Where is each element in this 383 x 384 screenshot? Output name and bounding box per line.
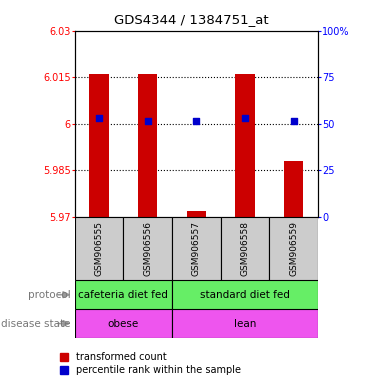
FancyBboxPatch shape	[269, 217, 318, 280]
Text: cafeteria diet fed: cafeteria diet fed	[79, 290, 168, 300]
Bar	[138, 74, 157, 217]
Text: GDS4344 / 1384751_at: GDS4344 / 1384751_at	[114, 13, 269, 26]
FancyBboxPatch shape	[123, 217, 172, 280]
Point	[145, 118, 151, 124]
Text: protocol: protocol	[28, 290, 71, 300]
Bar	[187, 211, 206, 217]
FancyBboxPatch shape	[75, 217, 123, 280]
Bar	[235, 74, 255, 217]
Text: GSM906556: GSM906556	[143, 221, 152, 276]
Point	[193, 118, 200, 124]
FancyBboxPatch shape	[172, 309, 318, 338]
Text: lean: lean	[234, 318, 256, 329]
Text: GSM906559: GSM906559	[289, 221, 298, 276]
Legend: transformed count, percentile rank within the sample: transformed count, percentile rank withi…	[61, 353, 241, 375]
FancyBboxPatch shape	[75, 280, 172, 309]
FancyBboxPatch shape	[172, 217, 221, 280]
Text: obese: obese	[108, 318, 139, 329]
Point	[96, 114, 102, 121]
Text: disease state: disease state	[2, 318, 71, 329]
Bar	[284, 161, 303, 217]
FancyBboxPatch shape	[221, 217, 269, 280]
FancyBboxPatch shape	[75, 309, 172, 338]
FancyBboxPatch shape	[172, 280, 318, 309]
Text: GSM906558: GSM906558	[241, 221, 249, 276]
Point	[291, 118, 297, 124]
Text: standard diet fed: standard diet fed	[200, 290, 290, 300]
Text: GSM906557: GSM906557	[192, 221, 201, 276]
Bar	[89, 74, 109, 217]
Point	[242, 114, 248, 121]
Text: GSM906555: GSM906555	[95, 221, 103, 276]
